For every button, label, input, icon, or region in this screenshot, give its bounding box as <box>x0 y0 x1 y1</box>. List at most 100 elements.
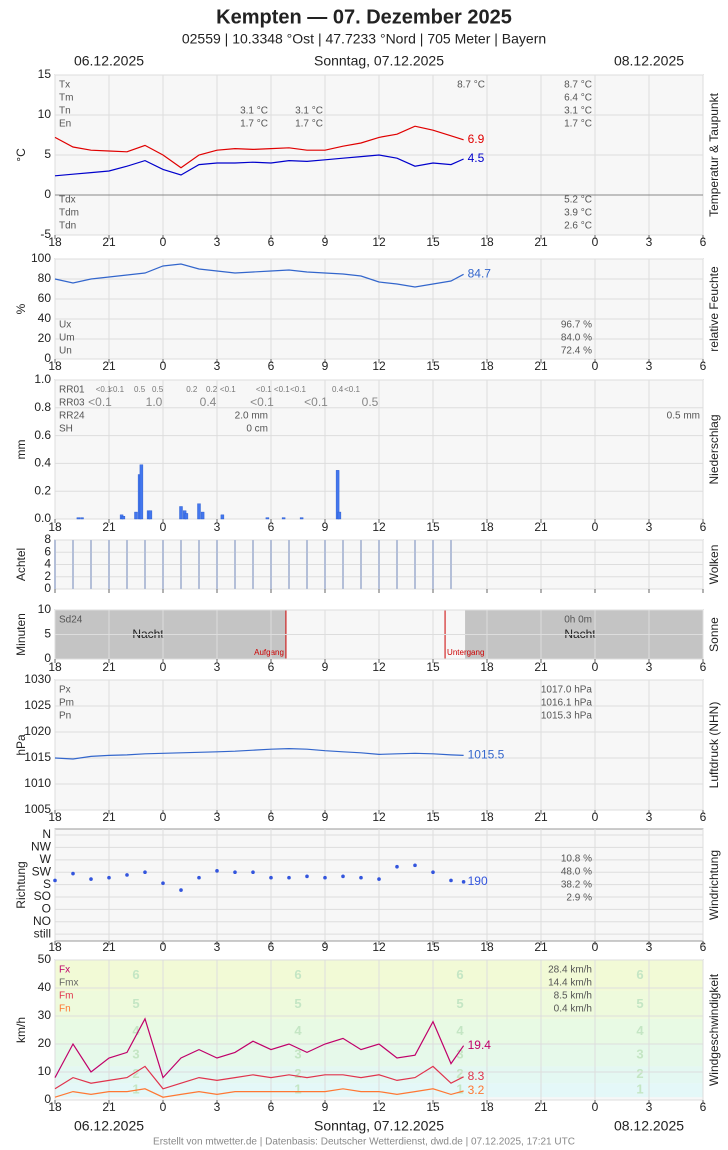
x-tick-label: 3 <box>646 520 653 534</box>
rr01-value: 0.2 <box>206 385 218 394</box>
x-tick-label: 6 <box>700 235 707 249</box>
stat-value: 48.0 % <box>561 867 592 878</box>
stat-value: 2.0 mm <box>235 411 268 422</box>
bar <box>76 517 81 520</box>
x-tick-label: 3 <box>214 520 221 534</box>
panel-title: Sonne <box>707 617 721 652</box>
y-tick-label: 1010 <box>24 776 51 790</box>
bar <box>270 540 272 589</box>
rr-label: RR01 <box>59 385 85 396</box>
y-axis-label: % <box>14 303 28 314</box>
bar <box>378 540 380 589</box>
beaufort-label: 6 <box>456 967 463 982</box>
rr03-value: 1.0 <box>146 395 163 409</box>
rr03-value: 0.5 <box>362 395 379 409</box>
beaufort-label: 1 <box>636 1082 643 1097</box>
y-tick-label: 0.0 <box>34 511 51 525</box>
y-tick-label: 80 <box>38 271 52 285</box>
rr03-value: 0.4 <box>200 395 217 409</box>
x-tick-label: 21 <box>534 940 548 954</box>
direction-point <box>287 875 291 880</box>
stat-value: 96.7 % <box>561 320 592 331</box>
bar <box>335 470 340 520</box>
stat-value: 5.2 °C <box>564 195 592 206</box>
direction-point <box>449 878 453 883</box>
series-line <box>54 1017 465 1079</box>
direction-point <box>323 875 327 880</box>
panel-title: Windgeschwindigkeit <box>707 973 721 1086</box>
y-tick-label: 5 <box>44 147 51 161</box>
stat-value: 2.6 °C <box>564 221 592 232</box>
rr01-value: 0.4 <box>332 385 344 394</box>
y-tick-label: 0 <box>44 651 51 665</box>
x-tick-label: 18 <box>48 235 62 249</box>
date-center: Sonntag, 07.12.2025 <box>314 1118 444 1134</box>
x-tick-label: 6 <box>700 940 707 954</box>
x-tick-label: 21 <box>102 235 116 249</box>
x-tick-label: 6 <box>700 660 707 674</box>
direction-point <box>377 877 381 881</box>
x-tick-label: 21 <box>534 810 548 824</box>
x-tick-label: 6 <box>700 1100 707 1114</box>
beaufort-label: 4 <box>294 1023 302 1038</box>
x-tick-label: 9 <box>322 660 329 674</box>
stat-value: 8.5 km/h <box>554 991 592 1002</box>
x-tick-label: 3 <box>646 235 653 249</box>
y-tick-label: SW <box>32 864 52 878</box>
stat-label: Tdx <box>59 195 76 206</box>
x-tick-label: 21 <box>534 359 548 373</box>
bar <box>179 506 183 520</box>
stat-value: 1015.3 hPa <box>541 711 593 722</box>
rr01-value: 0.5 <box>134 385 146 394</box>
date-left: 06.12.2025 <box>74 1118 144 1134</box>
y-tick-label: N <box>42 827 51 841</box>
bar <box>432 540 434 589</box>
x-tick-label: 12 <box>372 520 386 534</box>
date-center: Sonntag, 07.12.2025 <box>314 53 444 69</box>
beaufort-label: 1 <box>456 1082 463 1097</box>
direction-point <box>251 870 255 875</box>
bar <box>234 540 236 589</box>
note: 1.7 °C <box>295 119 323 130</box>
bar <box>108 540 110 589</box>
x-tick-label: 21 <box>534 520 548 534</box>
x-tick-label: 3 <box>646 1100 653 1114</box>
stat-label: Fn <box>59 1004 71 1015</box>
beaufort-label: 2 <box>132 1066 139 1081</box>
direction-point <box>233 870 237 875</box>
y-tick-label: 15 <box>38 67 52 81</box>
y-tick-label: 50 <box>38 952 52 966</box>
direction-point <box>359 875 363 880</box>
beaufort-label: 5 <box>636 996 643 1011</box>
y-tick-label: 6 <box>44 544 51 558</box>
x-tick-label: 6 <box>268 660 275 674</box>
x-tick-label: 6 <box>268 520 275 534</box>
beaufort-label: 4 <box>132 1023 140 1038</box>
bar <box>220 514 225 520</box>
bar <box>200 511 205 520</box>
x-tick-label: 21 <box>102 660 116 674</box>
date-left: 06.12.2025 <box>74 53 144 69</box>
x-tick-label: 0 <box>592 520 599 534</box>
x-tick-label: 6 <box>268 940 275 954</box>
bar <box>197 503 201 520</box>
x-tick-label: 6 <box>268 810 275 824</box>
direction-point <box>107 875 111 880</box>
stat-label: RR24 <box>59 411 85 422</box>
stat-label: Px <box>59 685 71 696</box>
bar <box>281 517 286 520</box>
bar <box>80 517 84 520</box>
x-tick-label: 18 <box>48 660 62 674</box>
stat-label: Tx <box>59 80 70 91</box>
y-axis-label: Richtung <box>14 861 28 908</box>
x-tick-label: 12 <box>372 940 386 954</box>
y-tick-label: W <box>40 852 52 866</box>
x-tick-label: 18 <box>480 1100 494 1114</box>
bar <box>139 464 144 520</box>
end-label: 84.7 <box>468 266 492 280</box>
x-tick-label: 21 <box>534 1100 548 1114</box>
stat-label: Pm <box>59 698 74 709</box>
x-tick-label: 3 <box>214 235 221 249</box>
x-tick-label: 9 <box>322 810 329 824</box>
x-tick-label: 18 <box>48 1100 62 1114</box>
